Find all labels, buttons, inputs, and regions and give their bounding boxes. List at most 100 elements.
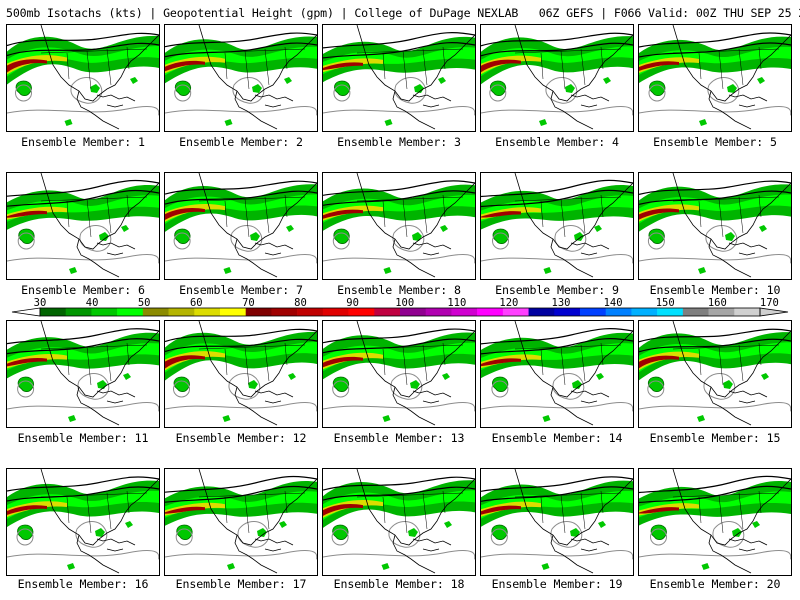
colorbar-segment	[528, 308, 555, 316]
map-svg	[323, 469, 475, 574]
ensemble-member-label: Ensemble Member: 7	[179, 283, 303, 297]
height-contour	[323, 32, 475, 49]
ensemble-member-panel	[638, 24, 792, 132]
colorbar-segment	[91, 308, 118, 316]
ensemble-member-panel	[638, 320, 792, 428]
ensemble-member-panel	[480, 320, 634, 428]
colorbar-tick-label: 100	[395, 297, 415, 309]
height-contour-gray	[165, 550, 317, 560]
cyclone-wind-area	[647, 376, 665, 393]
height-contour-gray	[648, 84, 666, 102]
coastline	[198, 25, 317, 130]
jet-band-middle	[481, 46, 633, 77]
height-contour-gray	[15, 84, 33, 102]
ensemble-member-panel	[638, 172, 792, 280]
colorbar-frame	[39, 307, 761, 317]
height-contour	[7, 328, 159, 345]
coastline	[514, 25, 633, 130]
map-svg	[7, 321, 159, 426]
wind-patches	[698, 225, 767, 274]
cyclone-wind-area	[18, 228, 35, 245]
height-contour-gray	[394, 77, 427, 104]
wind-speed-colorbar	[11, 307, 789, 317]
jet-core	[639, 208, 679, 220]
jet-core	[7, 59, 47, 73]
jet-band-yellow	[481, 55, 541, 75]
height-contour-gray	[647, 232, 665, 250]
coastline	[514, 469, 633, 574]
height-contour	[481, 486, 633, 502]
height-contour-gray	[323, 550, 475, 560]
cyclone-wind-area	[489, 80, 507, 97]
cyclone-wind-area	[334, 80, 351, 97]
wind-patches	[227, 521, 287, 570]
coastline	[198, 321, 317, 426]
height-contour	[481, 179, 633, 198]
height-contour	[323, 476, 475, 491]
cyclone-wind-area	[15, 80, 32, 97]
coastline	[356, 173, 475, 278]
cyclone-wind-area	[173, 376, 190, 393]
ensemble-member-label: Ensemble Member: 5	[653, 135, 777, 149]
jet-band-middle	[323, 490, 475, 520]
height-contour	[165, 338, 317, 353]
colorbar-segment	[734, 308, 761, 316]
ensemble-member-panel	[164, 172, 318, 280]
ensemble-member-panel	[6, 320, 160, 428]
political-borders	[356, 194, 464, 238]
cyclone-wind-area	[17, 376, 34, 393]
map-svg	[639, 173, 791, 278]
ensemble-member-label: Ensemble Member: 8	[337, 283, 461, 297]
cyclone-wind-area	[492, 228, 509, 245]
height-contour-gray	[481, 254, 633, 264]
coastline	[40, 321, 159, 426]
colorbar-tick-label: 150	[655, 297, 675, 309]
ensemble-member-panel	[164, 24, 318, 132]
jet-core	[165, 506, 205, 514]
ensemble-member-label: Ensemble Member: 14	[491, 431, 623, 445]
ensemble-member-label: Ensemble Member: 12	[175, 431, 307, 445]
height-contour	[481, 328, 633, 345]
height-contour-gray	[7, 550, 159, 560]
wind-patches	[699, 77, 765, 126]
colorbar-segment	[168, 308, 195, 316]
map-svg	[323, 321, 475, 426]
jet-band-middle	[639, 342, 791, 373]
colorbar-segment	[682, 308, 709, 316]
map-svg	[7, 173, 159, 278]
height-contour-gray	[17, 232, 35, 250]
height-contour-gray	[174, 84, 192, 102]
map-svg	[7, 469, 159, 574]
wind-patches	[384, 77, 446, 126]
height-contour	[165, 180, 317, 195]
height-contour-gray	[481, 106, 633, 116]
cyclone-wind-area	[332, 524, 349, 541]
jet-band-middle	[7, 490, 159, 519]
height-contour	[639, 32, 791, 48]
height-contour-gray	[639, 254, 791, 264]
height-contour	[481, 338, 633, 355]
colorbar-segment	[117, 308, 144, 316]
colorbar-segment	[220, 308, 247, 316]
map-svg	[165, 321, 317, 426]
colorbar-tick-label: 130	[551, 297, 571, 309]
ensemble-member-panel	[6, 172, 160, 280]
coastline	[672, 469, 791, 574]
jet-core	[7, 357, 47, 367]
jet-core	[165, 355, 205, 369]
ensemble-member-panel	[6, 468, 160, 576]
height-contour-gray	[165, 402, 317, 412]
map-svg	[165, 469, 317, 574]
colorbar-segment	[194, 308, 221, 316]
cyclone-wind-area	[174, 80, 192, 97]
ensemble-member-label: Ensemble Member: 17	[175, 577, 307, 591]
page-title: 500mb Isotachs (kts) | Geopotential Heig…	[6, 6, 800, 20]
jet-core	[323, 62, 363, 71]
colorbar-tick-label: 90	[346, 297, 359, 309]
colorbar-segment	[348, 308, 375, 316]
map-svg	[639, 321, 791, 426]
colorbar-segment	[580, 308, 607, 316]
colorbar-segment	[425, 308, 452, 316]
colorbar-tick-label: 80	[294, 297, 307, 309]
